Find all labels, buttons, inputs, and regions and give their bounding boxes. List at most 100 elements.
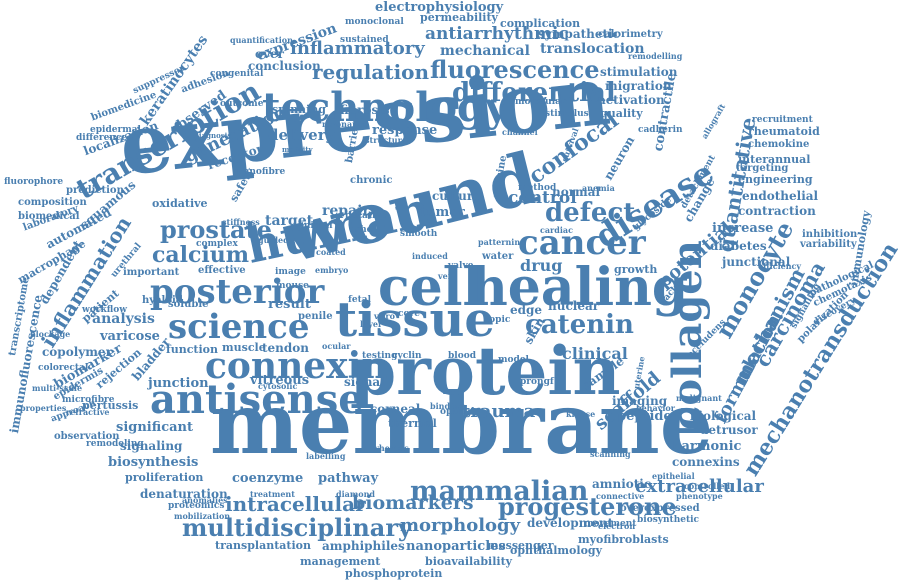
- cloud-word: penile: [298, 311, 333, 322]
- cloud-word: variability: [800, 239, 857, 250]
- cloud-word: quality: [600, 107, 643, 120]
- cloud-word: kinase: [566, 409, 596, 419]
- cloud-word: valve: [448, 261, 474, 271]
- cloud-word: myofibroblasts: [578, 533, 669, 546]
- cloud-word: fibrosis: [340, 103, 390, 117]
- cloud-word: diagnosis: [194, 131, 232, 140]
- cloud-word: prongf: [520, 377, 554, 387]
- cloud-word: properties: [20, 403, 67, 413]
- cloud-word: recruitment: [752, 115, 813, 125]
- cloud-word: blockage: [30, 329, 71, 339]
- cloud-word: extracellular: [635, 476, 764, 497]
- cloud-word: phosphoprotein: [345, 567, 443, 580]
- cloud-word: mammalian: [410, 476, 589, 507]
- cloud-word: drug: [520, 256, 563, 275]
- cloud-word: delivery: [268, 126, 335, 144]
- cloud-word: culture: [432, 189, 481, 203]
- cloud-word: detrusor: [700, 423, 758, 437]
- cloud-word: stiffness: [222, 217, 260, 227]
- cloud-word: binding: [430, 401, 465, 411]
- cloud-word: coated: [316, 247, 346, 257]
- cloud-word: phenotype: [676, 491, 723, 501]
- cloud-word: engineering: [738, 173, 813, 186]
- cloud-word: guided: [258, 235, 289, 245]
- cloud-word: calorimetry: [598, 29, 663, 40]
- cloud-word: analysis: [92, 311, 155, 327]
- cloud-word: complex: [196, 239, 238, 249]
- cloud-word: electron: [598, 521, 636, 531]
- cloud-word: development: [527, 516, 614, 530]
- cloud-word: ophthalmology: [510, 544, 602, 557]
- cloud-word: important: [123, 267, 180, 278]
- cloud-word: blood: [448, 351, 477, 361]
- cloud-word: scanning: [590, 449, 631, 459]
- cloud-word: multi-scale: [32, 383, 83, 393]
- cloud-word: patterning: [478, 237, 526, 247]
- cloud-word: biomedical: [18, 211, 80, 222]
- cloud-word: composition: [18, 197, 87, 208]
- cloud-word: conclusion: [248, 59, 321, 73]
- cloud-word: method: [518, 183, 557, 193]
- cloud-word: over: [255, 47, 284, 61]
- cloud-word: cyclin: [392, 351, 422, 361]
- cloud-word: stimulation: [600, 65, 678, 79]
- cloud-word: whereas: [372, 443, 409, 453]
- cloud-word: fluorescence: [430, 55, 600, 84]
- cloud-word: image: [275, 267, 306, 277]
- cloud-word: science: [168, 307, 310, 347]
- cloud-word: resonance: [322, 119, 368, 129]
- cloud-word: connexin: [205, 345, 388, 387]
- cloud-word: protein: [350, 332, 621, 410]
- cloud-word: vitro: [374, 311, 395, 321]
- cloud-word: coenzyme: [232, 471, 304, 486]
- cloud-word: permeability: [420, 11, 498, 24]
- cloud-word: increase: [712, 221, 774, 236]
- cloud-word: workflow: [82, 305, 128, 315]
- cloud-word: management: [300, 555, 381, 568]
- cloud-word: amniotic: [592, 477, 652, 491]
- cloud-word: complication: [500, 17, 581, 30]
- cloud-word: fetal: [348, 295, 372, 305]
- cloud-word: varicose: [100, 329, 160, 344]
- cloud-word: movement: [584, 519, 637, 529]
- cloud-word: tissue: [335, 292, 495, 348]
- cloud-word: allograft: [699, 101, 728, 141]
- cloud-word: antisense: [150, 376, 364, 423]
- cloud-word: endothelial: [742, 189, 819, 203]
- cloud-word: diamond: [336, 489, 376, 499]
- cloud-word: copolymer: [42, 345, 112, 359]
- cloud-word: controlled: [684, 481, 731, 491]
- cloud-word: channel: [502, 127, 538, 137]
- cloud-word: membrane: [210, 374, 714, 473]
- cloud-word: monoclonal: [345, 17, 404, 27]
- cloud-word: mechanical: [440, 43, 530, 59]
- cloud-word: topic: [485, 315, 511, 325]
- cloud-word: peptide: [617, 409, 672, 424]
- cloud-word: treatment: [250, 489, 295, 499]
- cloud-word: cadherin: [638, 125, 683, 135]
- cloud-word: anomalies: [182, 495, 228, 505]
- cloud-word: calcium: [152, 242, 250, 268]
- cloud-word: denaturation: [140, 487, 228, 501]
- cloud-word: remodelling: [628, 51, 683, 61]
- cloud-word: biosynthesis: [108, 455, 199, 470]
- cloud-word: tumor: [420, 205, 465, 220]
- cloud-word: cytosolic: [258, 381, 298, 391]
- cloud-word: spinning: [272, 103, 326, 116]
- cloud-word: proliferation: [125, 471, 204, 484]
- cloud-word: biological: [690, 409, 757, 423]
- cloud-word: prediction: [66, 185, 124, 196]
- cloud-word: fluorophore: [4, 177, 64, 187]
- cloud-word: healing: [470, 257, 689, 318]
- cloud-word: biosynthetic: [637, 515, 700, 525]
- cloud-word: cell: [378, 257, 483, 318]
- cloud-word: sympathetic: [538, 27, 620, 41]
- cloud-word: target: [265, 213, 314, 229]
- cloud-word: colorectal: [38, 363, 89, 373]
- cloud-word: oxidative: [152, 197, 208, 210]
- cloud-word: signal: [344, 375, 385, 389]
- cloud-word: pertussis: [82, 399, 139, 412]
- cloud-word: junction: [148, 376, 209, 391]
- cloud-word: optical: [440, 407, 475, 417]
